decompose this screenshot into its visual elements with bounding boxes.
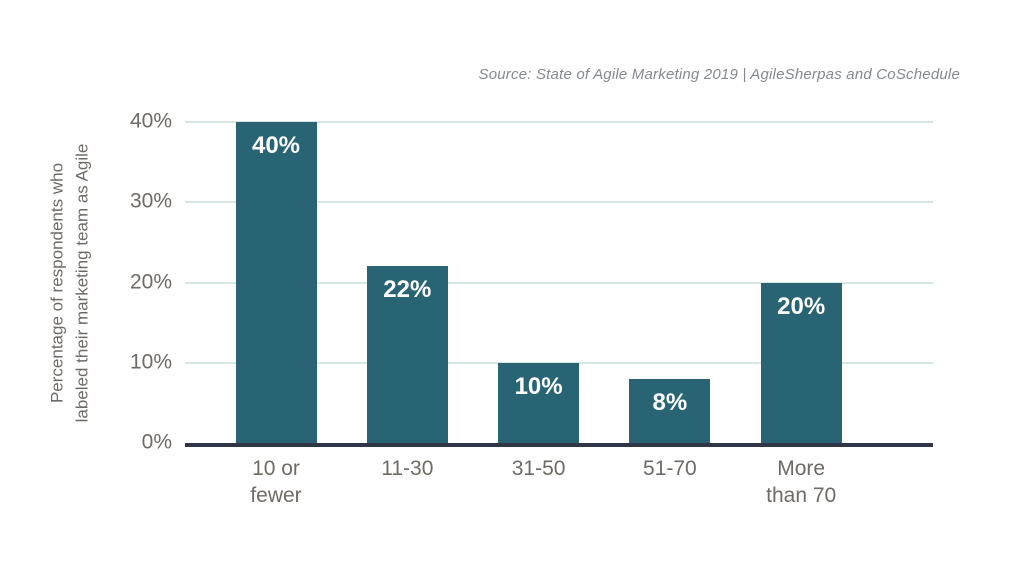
bar-value-label: 10% (514, 372, 563, 400)
y-tick-label: 40% (129, 109, 172, 133)
bar: 10% (498, 362, 580, 443)
bar-value-label: 8% (652, 388, 688, 416)
bar: 8% (629, 378, 711, 443)
source-caption: Source: State of Agile Marketing 2019 | … (478, 66, 960, 83)
x-axis-line (185, 443, 933, 447)
gridline (185, 121, 933, 123)
plot-area: 40% 22% 10% 8% 20% (185, 121, 933, 447)
y-tick-label: 10% (129, 350, 172, 374)
y-tick-label: 0% (141, 430, 172, 454)
gridline (185, 281, 933, 284)
bar-value-label: 20% (777, 292, 826, 320)
bar-value-label: 40% (251, 132, 301, 159)
x-category-label: 31-50 (511, 457, 566, 480)
bar: 40% (235, 122, 317, 443)
y-tick-label: 20% (129, 270, 172, 294)
x-axis-labels: 10 or fewer 11-30 31-50 51-70 More than 70 (185, 455, 933, 525)
x-category-label: 11-30 (381, 457, 434, 480)
bar: 22% (366, 266, 448, 443)
bar-value-label: 22% (383, 276, 432, 304)
bar: 20% (760, 282, 842, 443)
x-category-label: More than 70 (766, 457, 837, 507)
x-category-label: 51-70 (643, 457, 697, 480)
y-axis-ticks: 0% 10% 20% 30% 40% (0, 0, 172, 587)
gridline (185, 201, 933, 204)
x-category-label: 10 or fewer (250, 457, 302, 507)
y-tick-label: 30% (129, 189, 172, 213)
